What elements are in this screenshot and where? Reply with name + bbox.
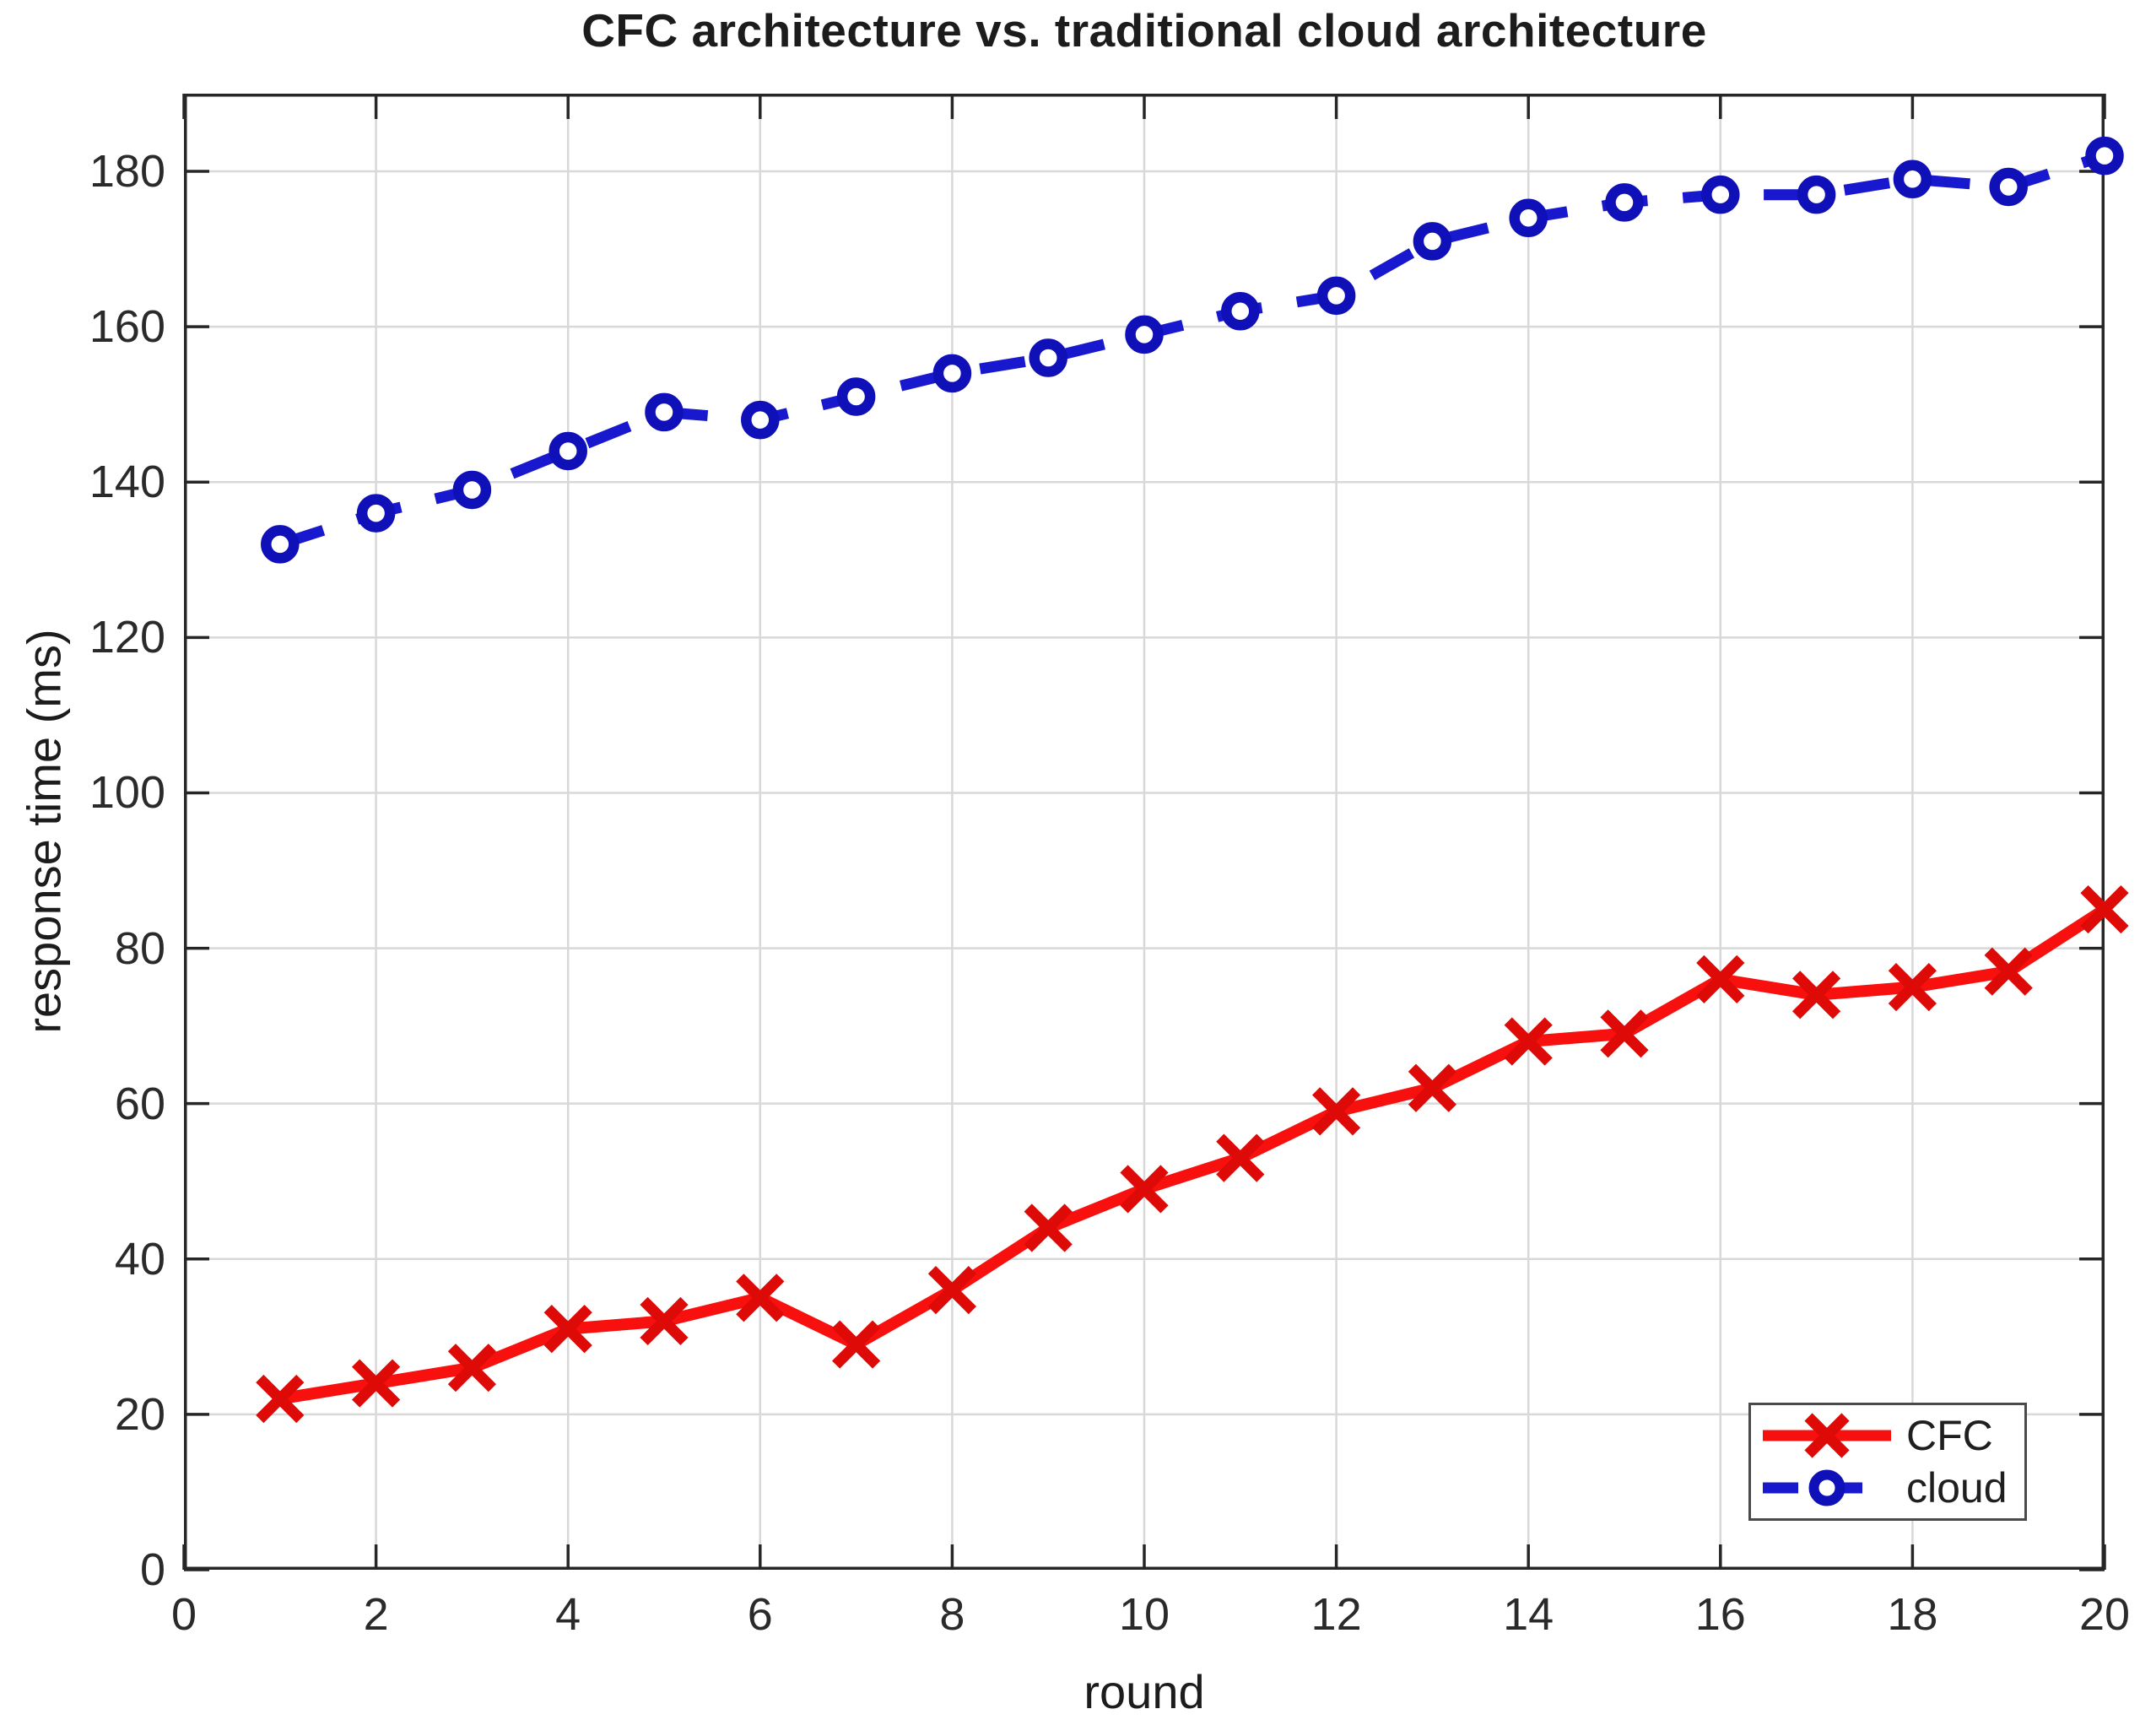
x-tick-label: 10	[1118, 1589, 1170, 1640]
CFC-line	[278, 904, 2108, 1405]
x-tick-label: 16	[1694, 1589, 1746, 1640]
y-tick-label: 160	[89, 301, 165, 353]
cloud-line	[278, 150, 2107, 550]
grid-lines	[184, 94, 2105, 1570]
y-tick-label: 120	[89, 612, 165, 663]
x-tick-label: 4	[555, 1589, 581, 1640]
CFC-markers	[256, 884, 2129, 1424]
x-tick-label: 18	[1887, 1589, 1938, 1640]
legend: CFC cloud	[1748, 1403, 2027, 1521]
plot-area	[182, 94, 2129, 1571]
x-tick-label: 2	[363, 1589, 389, 1640]
y-tick-label: 180	[89, 146, 165, 197]
y-tick-label: 40	[114, 1233, 165, 1284]
x-tick-label: 20	[2078, 1589, 2131, 1640]
y-tick-label: 140	[89, 457, 165, 508]
y-tick-label: 80	[114, 922, 165, 974]
legend-item-cloud: cloud	[1759, 1463, 2016, 1512]
cfc-line-sample	[1763, 1413, 1891, 1458]
chart-title: CFC architecture vs. traditional cloud a…	[581, 4, 1707, 57]
tick-marks	[182, 94, 2106, 1571]
cloud-markers	[261, 136, 2124, 564]
legend-item-cfc: CFC	[1759, 1411, 2016, 1460]
legend-label-cfc: CFC	[1906, 1412, 1993, 1460]
x-tick-label: 6	[747, 1589, 773, 1640]
x-axis-label: round	[1084, 1665, 1205, 1718]
x-tick-label: 14	[1503, 1589, 1554, 1640]
cloud-line-sample	[1763, 1469, 1891, 1506]
y-tick-label: 60	[114, 1078, 165, 1129]
chart-canvas	[182, 94, 2129, 1571]
x-tick-label: 12	[1310, 1589, 1362, 1640]
y-tick-label: 100	[89, 767, 165, 819]
legend-label-cloud: cloud	[1906, 1463, 2008, 1512]
y-tick-label: 0	[139, 1544, 165, 1595]
x-tick-label: 8	[939, 1589, 965, 1640]
x-tick-label: 0	[170, 1589, 197, 1640]
y-tick-label: 20	[114, 1388, 165, 1440]
